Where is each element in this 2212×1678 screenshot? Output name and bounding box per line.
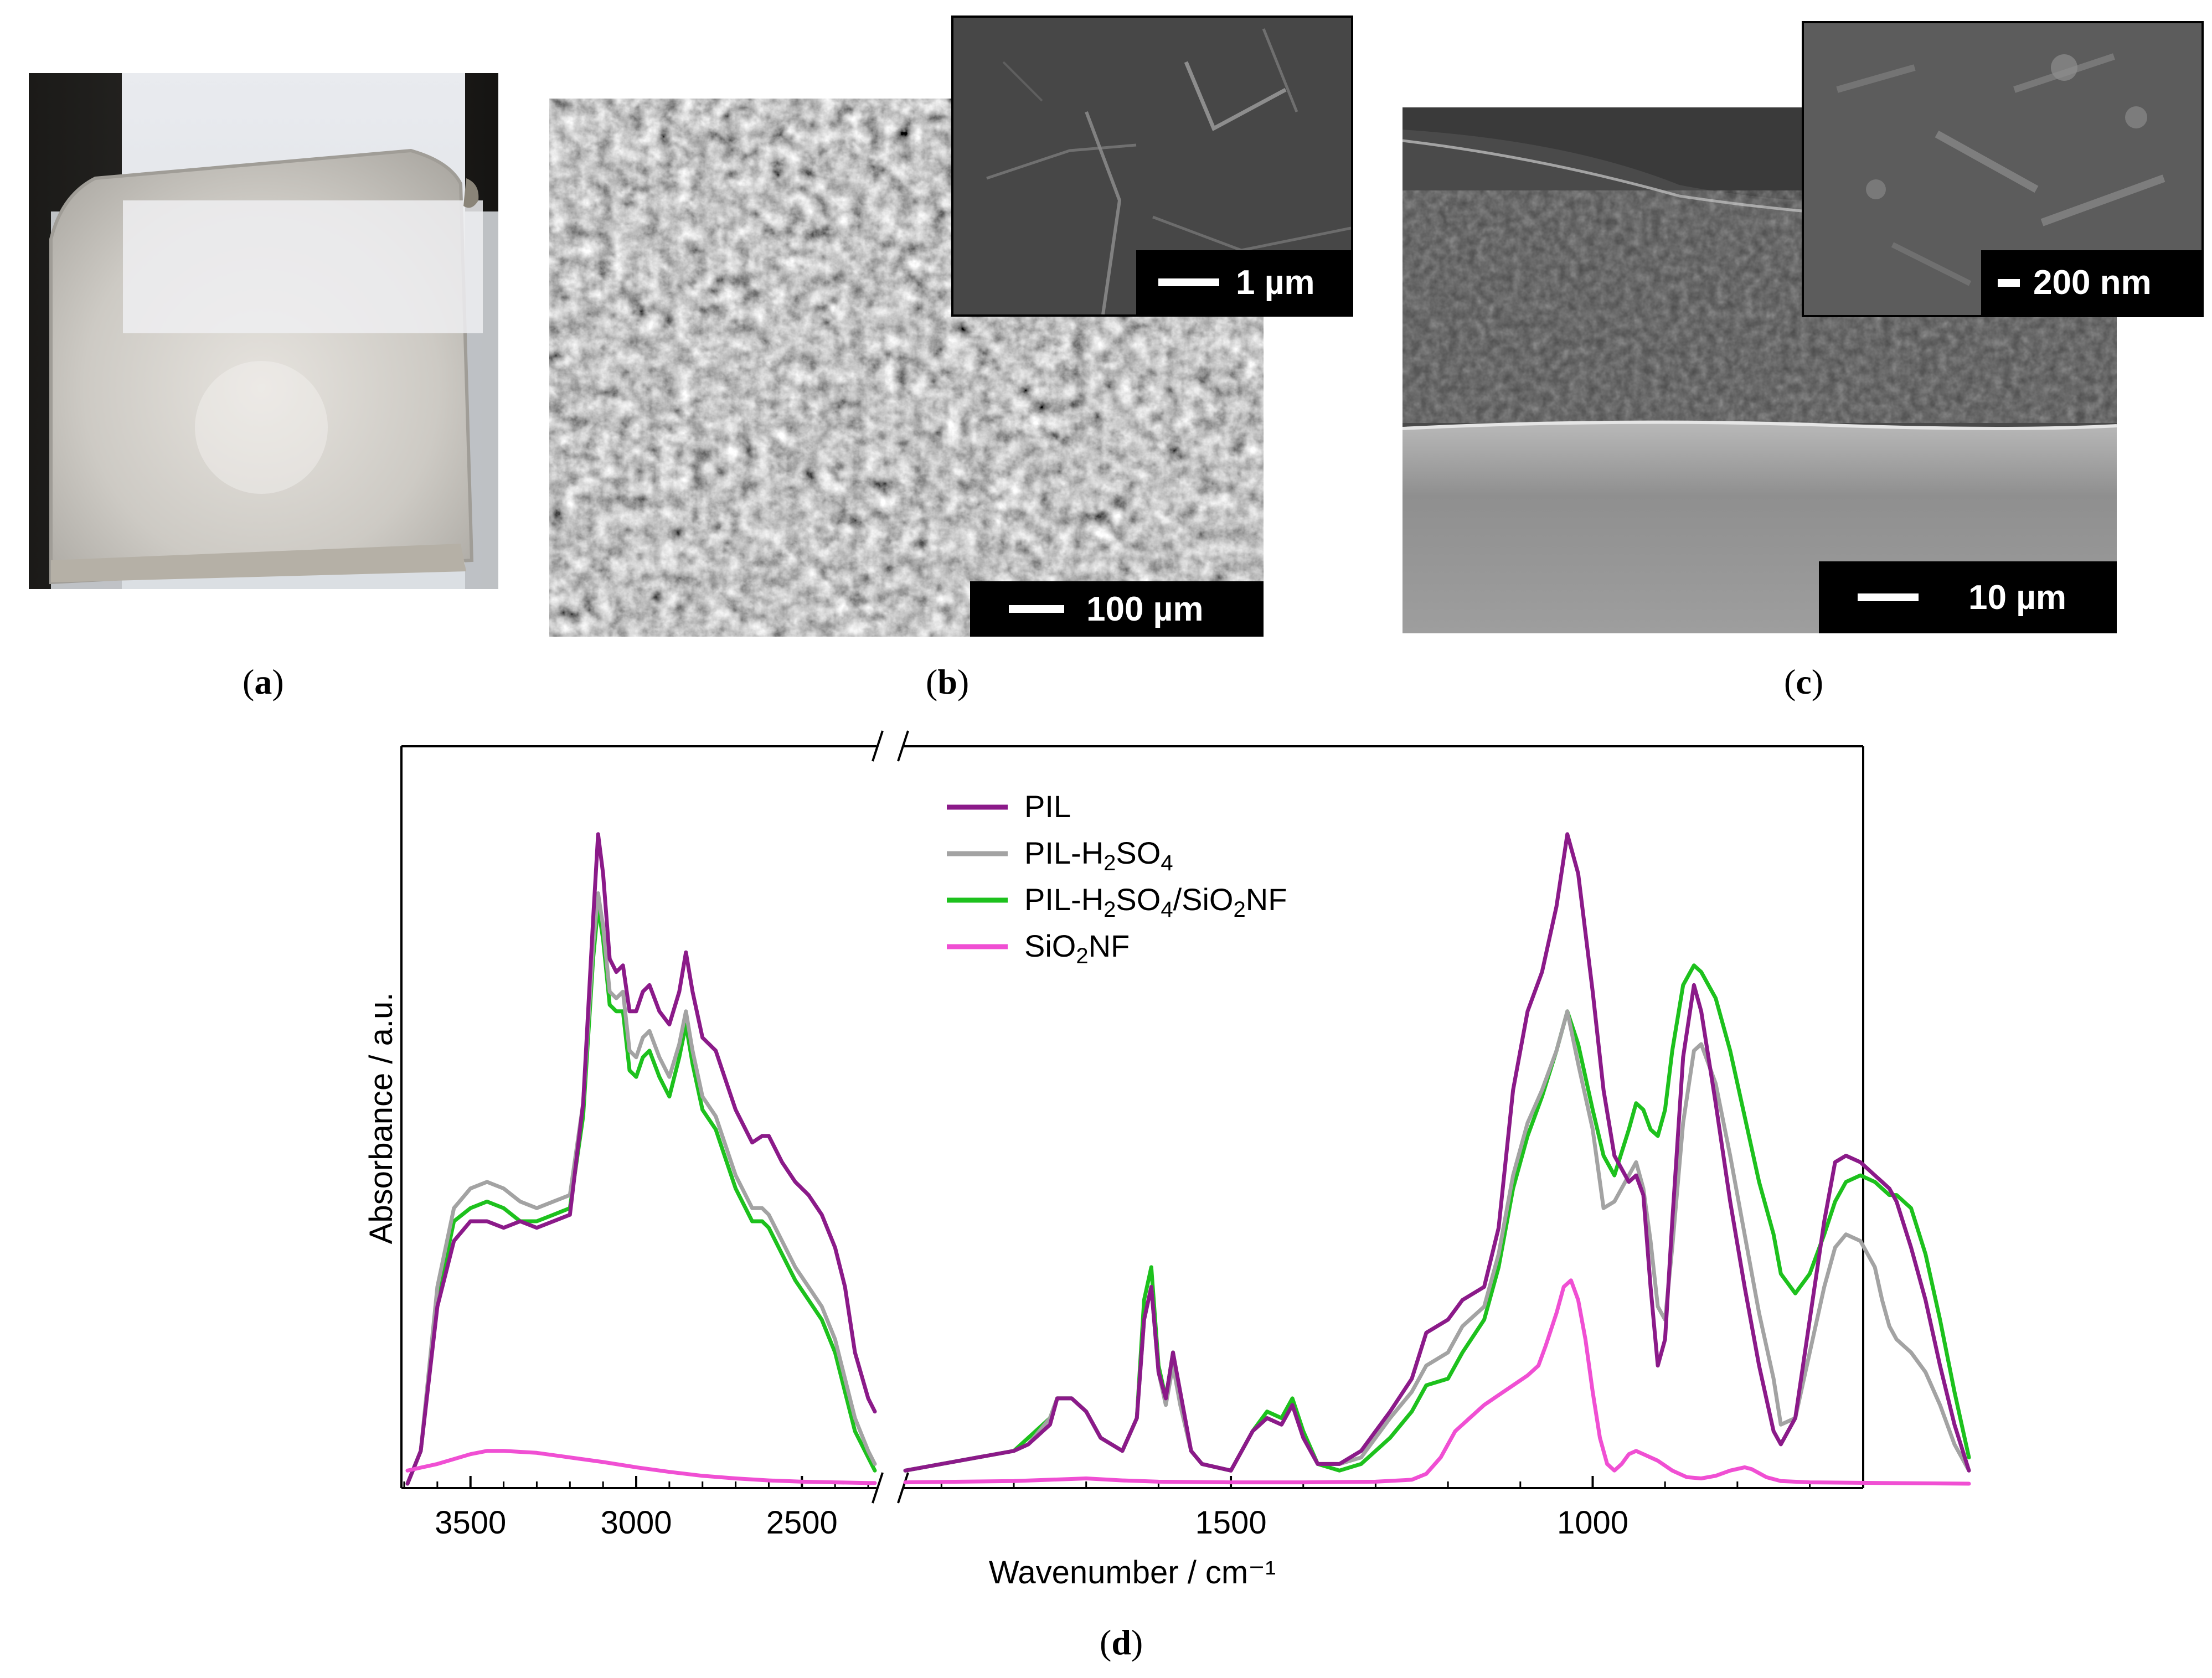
axis-break-bottom [872,1472,909,1504]
legend-label: PIL-H2SO4/SiO2NF [1024,882,1287,922]
scale-bar-label: 1 µm [1236,263,1315,302]
legend-label: PIL-H2SO4 [1024,835,1173,875]
caption-b: (b) [926,662,970,701]
scale-bar-line [1009,605,1064,613]
caption-d: (d) [1100,1623,1143,1662]
x-tick-label: 1500 [1195,1505,1267,1541]
x-tick-label: 3000 [600,1505,672,1541]
sem-surface-inset: 1 µm [951,16,1353,317]
series-line-pil [405,832,877,1486]
scale-bar-line [1998,278,2020,287]
scale-bar-200nm: 200 nm [1981,250,2201,315]
sem-surface-texture [549,99,1264,637]
x-tick-label: 1000 [1557,1505,1628,1541]
plot-frame [400,730,1864,1504]
caption-a: (a) [243,662,284,701]
membrane-photo [29,73,498,589]
legend-label: SiO2NF [1024,928,1130,968]
caption-c: (c) [1784,662,1824,701]
sem-cross-section-inset: 200 nm [1802,21,2204,317]
scale-bar-label: 100 µm [1086,590,1204,628]
legend: PIL PIL-H2SO4 PIL-H2SO4/SiO2NF SiO2NF [947,789,1287,968]
legend-label: PIL [1024,789,1071,824]
sem-cross-section-image: 10 µm [1403,107,2117,633]
series-line-pil-h2so4-sio2nf [903,963,1971,1473]
scale-bar-1um: 1 µm [1136,250,1351,314]
x-tick-label: 3500 [435,1505,506,1541]
series-line-pil-h2so4-sio2nf [405,904,877,1486]
y-axis-label: Absorbance / a.u. [363,993,399,1245]
scale-bar-10um: 10 µm [1819,561,2117,633]
spectra [405,832,1971,1486]
membrane-photo-art [29,73,498,589]
series-line-sio2nf [405,1449,877,1485]
x-tick-label: 2500 [766,1505,838,1541]
x-ticks: 3500 3000 2500 1500 1000 [403,1476,1811,1541]
scale-bar-label: 10 µm [1968,578,2067,617]
scale-bar-100um: 100 µm [970,581,1264,637]
scale-bar-line [1158,278,1219,286]
scale-bar-label: 200 nm [2033,264,2152,302]
axis-break-top [872,730,909,762]
series-line-sio2nf [903,1278,1971,1486]
series-line-pil-h2so4 [405,891,877,1486]
scale-bar-line [1858,593,1919,601]
series-line-pil [903,832,1971,1473]
x-axis-label: Wavenumber / cm⁻¹ [989,1555,1276,1591]
series-line-pil-h2so4 [903,1009,1971,1473]
